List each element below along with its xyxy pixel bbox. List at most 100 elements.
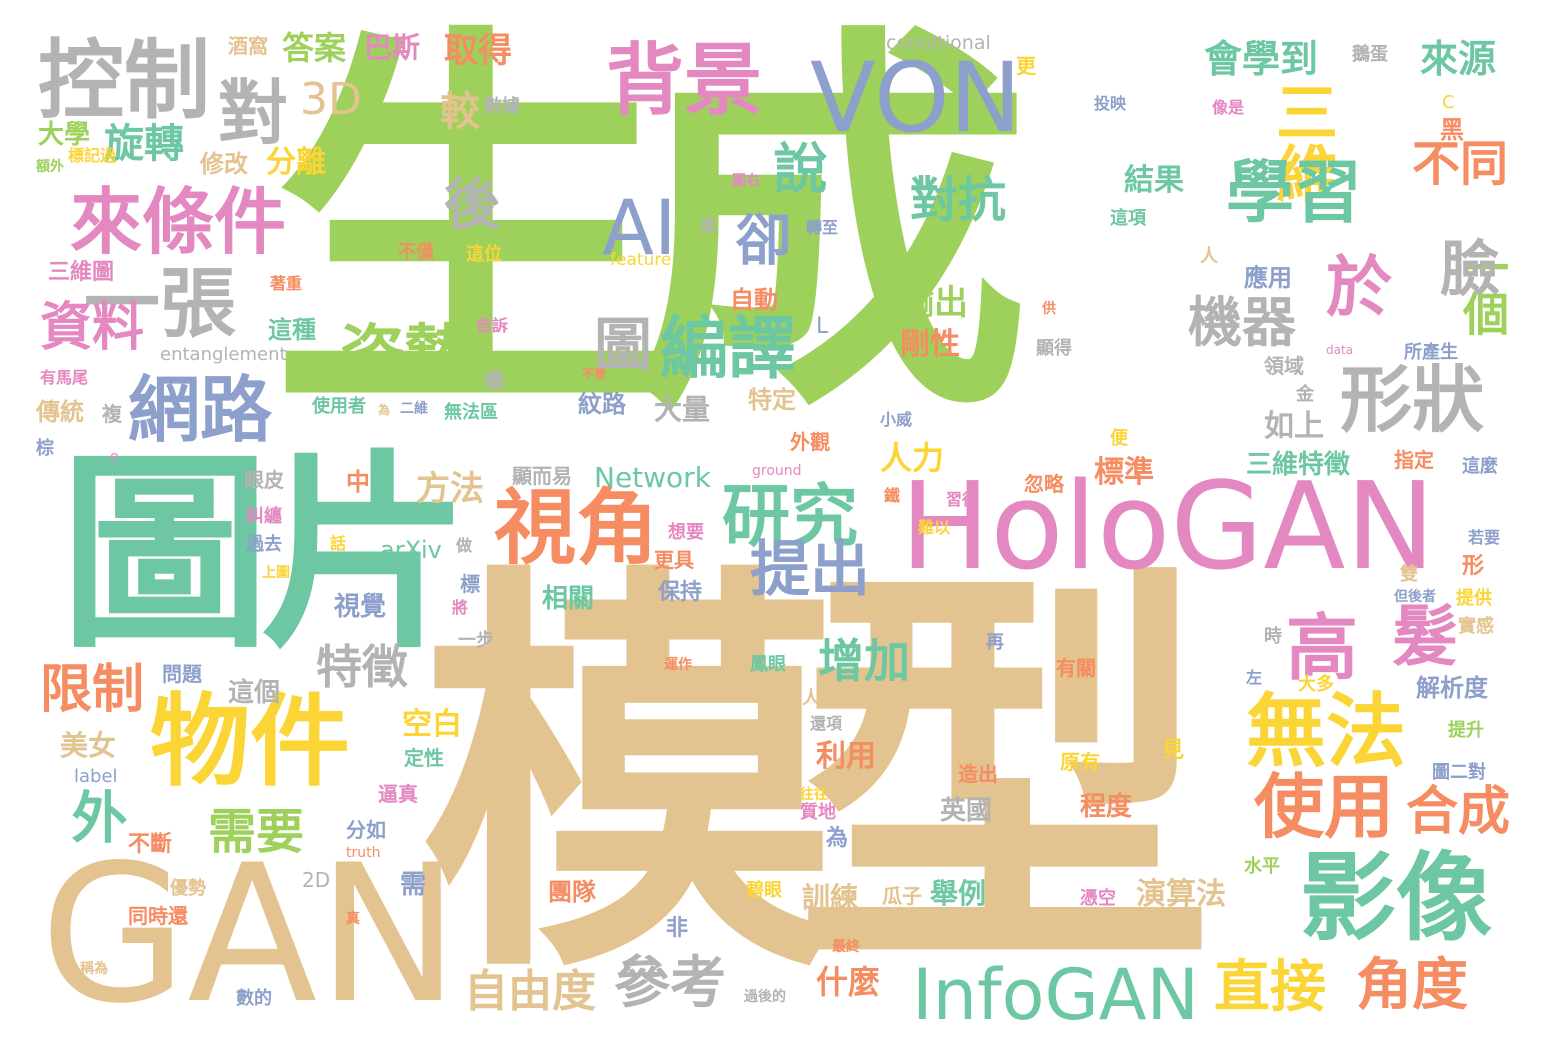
- word-ziliao: 資料: [40, 298, 145, 358]
- word-wei: 為: [826, 826, 849, 851]
- word-jian: 見: [1162, 738, 1185, 763]
- word-yibu: 一步: [458, 630, 494, 651]
- word-renlei: 人類: [802, 688, 838, 709]
- word-chuantong: 傳統: [36, 398, 84, 426]
- word-truth: truth: [346, 845, 381, 861]
- word-zhidding: 指定: [1394, 448, 1434, 472]
- word-yige: 一個: [1456, 244, 1510, 336]
- word-wai: 外: [62, 788, 127, 844]
- word-huanxiang: 還項: [810, 714, 843, 733]
- word-yansuanfa: 演算法: [1136, 877, 1226, 912]
- word-chengdu: 程度: [1080, 792, 1133, 822]
- word-c: C: [1442, 92, 1455, 113]
- word-shenme: 什麼: [816, 963, 881, 1001]
- word-mu: 穆: [832, 917, 846, 933]
- word-gong: 供: [1042, 301, 1056, 317]
- word-wufaqu: 無法區: [444, 402, 498, 423]
- word-fenru: 分如: [346, 818, 386, 842]
- word-tu: 圖: [594, 311, 653, 379]
- word-2d: 2D: [302, 868, 331, 892]
- word-youshi: 優勢: [170, 878, 206, 899]
- word-zhidi: 質地: [800, 802, 836, 823]
- word-chengwei: 稱為: [80, 961, 108, 977]
- word-shigan: 實感: [1458, 616, 1494, 637]
- word-zhijie: 直接: [1214, 955, 1326, 1020]
- word-youguan: 有關: [1056, 656, 1096, 680]
- word-e: e: [110, 449, 119, 465]
- word-wenlu: 紋路: [578, 390, 626, 418]
- word-yu: 於: [1315, 252, 1392, 318]
- word-hou: 後: [444, 173, 500, 238]
- word-teding: 特定: [748, 386, 796, 414]
- word-yanjiu: 研究: [722, 478, 859, 557]
- word-zhezhong: 這種: [268, 316, 316, 344]
- word-xingzhuang: 形狀: [1340, 358, 1485, 442]
- word-shiyong: 使用: [1254, 766, 1394, 848]
- word-jiuwo: 酒窩: [228, 34, 268, 58]
- word-jiexidu: 解析度: [1416, 674, 1488, 702]
- word-shijue: 視覺: [334, 592, 387, 622]
- word-yizhang: 一張: [84, 259, 236, 348]
- word-wangwang: 往往: [800, 787, 828, 803]
- word-fangfa: 方法: [416, 469, 484, 509]
- word-dandan: 鵝蛋: [1352, 44, 1388, 65]
- word-gengju: 更具: [654, 548, 694, 572]
- word-infogan: InfoGAN: [912, 954, 1199, 1036]
- word-zong: 棕: [36, 438, 54, 459]
- word-ground: ground: [752, 463, 802, 479]
- word-ruoyao: 若要: [1468, 528, 1501, 547]
- word-bianyi: 編譯: [660, 310, 797, 389]
- word-zhong: 中: [346, 468, 370, 496]
- word-ewai: 額外: [36, 159, 64, 175]
- word-duikang: 對抗: [910, 172, 1007, 228]
- word-xuyao: 需要: [208, 804, 305, 860]
- word-dingxing: 定性: [404, 746, 444, 770]
- word-gan: GAN: [40, 824, 460, 1045]
- word-yunzuo: 運作: [664, 657, 692, 673]
- word-jiqi: 機器: [1188, 291, 1296, 354]
- word-sanweitu: 三維圖: [48, 260, 115, 285]
- word-dan: 但後者: [1394, 589, 1436, 605]
- word-wujian: 物件: [150, 683, 350, 800]
- word-hologan: HoloGAN: [900, 458, 1436, 597]
- word-ren: 人: [1200, 246, 1218, 267]
- word-fei: 非: [666, 916, 689, 941]
- word-shijiao: 視角: [494, 481, 659, 576]
- word-sanweitezheng: 三維特徵: [1246, 450, 1351, 480]
- word-lian-h: 臉: [1440, 235, 1500, 305]
- word-tezheng: 特徵: [316, 640, 408, 694]
- word-data: data: [1326, 343, 1354, 357]
- word-qude: 取得: [444, 31, 512, 71]
- word-tisheng: 提升: [1448, 720, 1484, 741]
- word-xu: 需: [400, 870, 427, 900]
- word-xiaowei: 小威: [880, 410, 913, 429]
- word-zuizhong: 最終: [832, 939, 860, 955]
- word-shangtu: 上圖: [262, 565, 290, 581]
- word-rushang: 如上: [1264, 409, 1324, 444]
- word-jin2: 儘: [484, 368, 504, 392]
- word-ai: AI: [602, 183, 677, 272]
- word-zhexiang: 這項: [1110, 208, 1146, 229]
- word-moxing: 模型: [420, 535, 1215, 1024]
- word-xunlian: 訓練: [802, 881, 859, 914]
- word-bujin: 不僅: [398, 242, 434, 263]
- word-daxue: 大學: [38, 120, 91, 150]
- word-daliang: 大量: [654, 393, 711, 426]
- word-xide: 習得: [946, 490, 979, 509]
- word-guazi: 瓜子: [882, 884, 922, 908]
- word-wanglu: 網路: [128, 368, 273, 452]
- word-arxiv: arXiv: [380, 536, 442, 564]
- word-xing: 形: [1462, 554, 1485, 579]
- word-youmawei: 有馬尾: [40, 368, 89, 387]
- word-biaojiguo-2: 標記過: [68, 146, 117, 165]
- word-biaozhun: 標準: [1094, 455, 1154, 490]
- word-touying: 投映: [1094, 94, 1127, 113]
- word-juli: 舉例: [930, 877, 987, 910]
- word-huixuedao: 會學到: [1204, 37, 1319, 81]
- word-shuo: 說: [764, 140, 827, 194]
- word-3d: 3D: [300, 74, 362, 125]
- word-guohoude: 過後的: [744, 989, 786, 1005]
- word-gao: 高: [1286, 606, 1359, 690]
- word-zuo2: 左: [1246, 668, 1263, 687]
